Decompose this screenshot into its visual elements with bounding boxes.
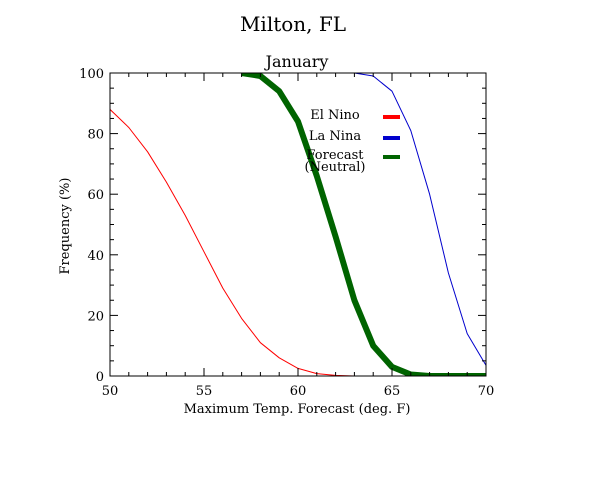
x-tick-label: 60 [290, 384, 307, 399]
x-tick-label: 55 [196, 384, 213, 399]
legend-label: El Nino [310, 108, 360, 123]
x-tick-label: 50 [102, 384, 119, 399]
y-axis-label: Frequency (%) [58, 178, 73, 275]
legend-label: La Nina [309, 129, 361, 144]
series-line-1 [110, 109, 486, 376]
y-tick-label: 40 [87, 249, 104, 264]
legend-label: (Neutral) [305, 160, 366, 175]
y-tick-label: 100 [79, 67, 104, 82]
legend: El Nino La Nina Forecast(Neutral) [305, 108, 400, 175]
axes: 50 55 60 65 70 0 20 40 60 80 100 [79, 67, 494, 399]
chart-subtitle: January [264, 52, 329, 71]
y-tick-label: 20 [87, 309, 104, 324]
y-tick-label: 80 [87, 128, 104, 143]
series-layer [110, 73, 486, 376]
y-tick-label: 60 [87, 188, 104, 203]
series-line-3 [241, 73, 486, 376]
x-tick-label: 65 [384, 384, 401, 399]
y-tick-label: 0 [96, 370, 104, 385]
series-line-2 [354, 73, 486, 366]
x-axis-label: Maximum Temp. Forecast (deg. F) [184, 402, 411, 417]
legend-label: Forecast [307, 148, 365, 163]
chart-title: Milton, FL [240, 12, 346, 36]
x-tick-label: 70 [478, 384, 495, 399]
